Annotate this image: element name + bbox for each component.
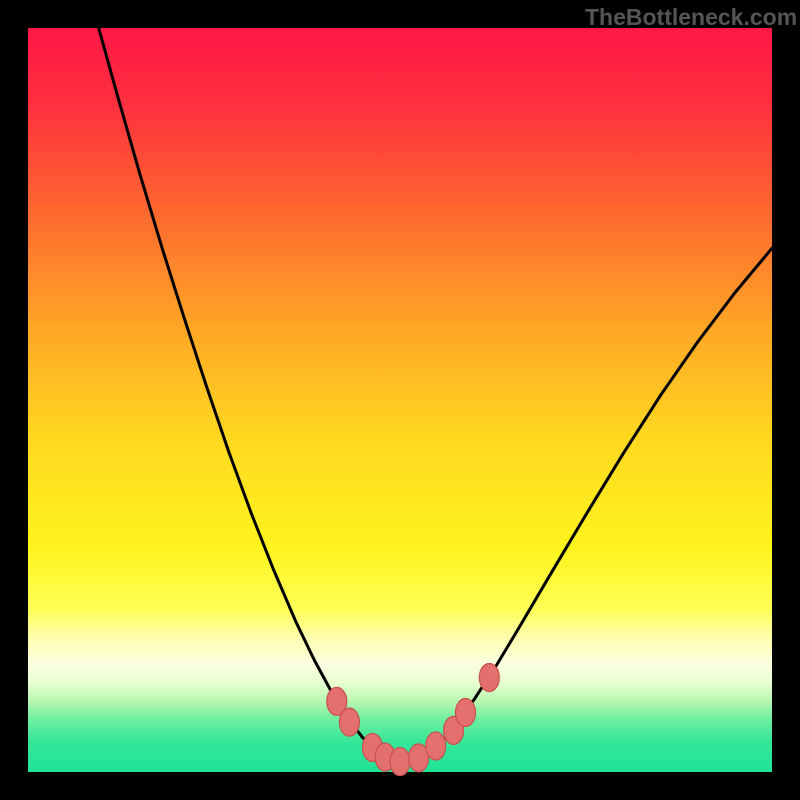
watermark-text: TheBottleneck.com (585, 4, 797, 31)
bottleneck-chart (0, 0, 800, 800)
best-range-dot (339, 708, 359, 736)
best-range-dot (390, 748, 410, 776)
best-range-dot (455, 698, 475, 726)
chart-background-gradient (28, 28, 772, 772)
best-range-dot (426, 732, 446, 760)
best-range-dot (479, 664, 499, 692)
